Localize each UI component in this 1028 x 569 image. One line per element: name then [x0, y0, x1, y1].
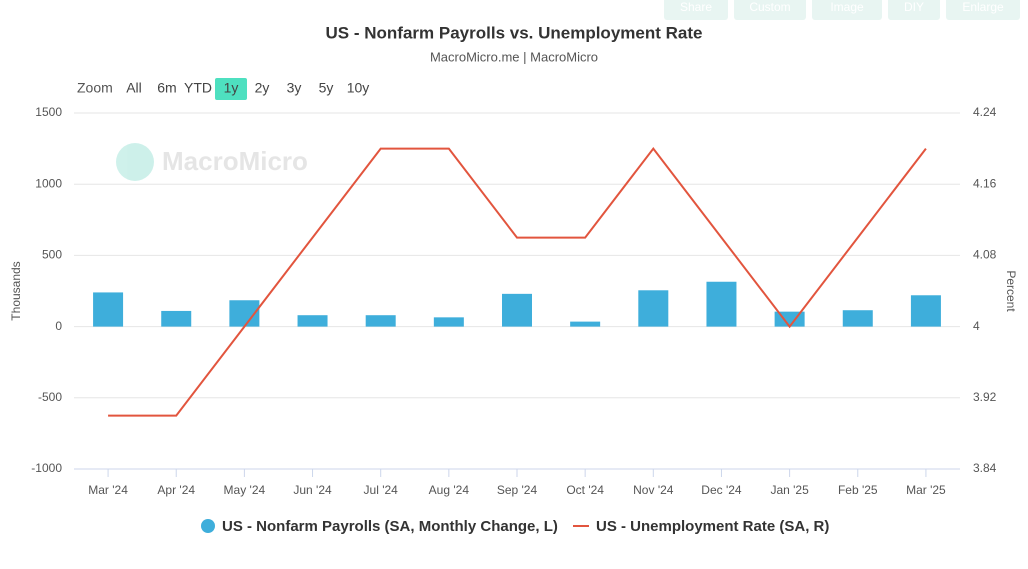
toolbar-button-label[interactable]: DIY — [904, 0, 924, 14]
line — [108, 146, 927, 417]
range-button[interactable]: 1y — [224, 80, 239, 96]
y-axis-title: Thousands — [9, 261, 23, 320]
y-tick-label: 1500 — [35, 105, 62, 119]
y2-tick-label: 4.24 — [973, 105, 997, 119]
y-tick-label: 500 — [42, 248, 62, 262]
y2-tick-label: 4 — [973, 319, 980, 333]
bar — [638, 290, 669, 327]
toolbar-button-label[interactable]: Share — [680, 0, 712, 14]
range-button[interactable]: 2y — [255, 80, 270, 96]
legend-label[interactable]: US - Unemployment Rate (SA, R) — [596, 518, 829, 535]
range-button-bg[interactable] — [215, 78, 247, 100]
watermark-icon — [116, 143, 154, 181]
range-button[interactable]: All — [126, 80, 142, 96]
x-tick-label: Sep '24 — [497, 483, 538, 497]
range-button[interactable]: YTD — [184, 80, 212, 96]
toolbar-button[interactable] — [946, 0, 1020, 20]
toolbar-button[interactable] — [888, 0, 940, 20]
bar — [433, 317, 464, 327]
x-tick-label: Jun '24 — [293, 483, 332, 497]
legend-symbol[interactable] — [201, 519, 215, 533]
zoom-label: Zoom — [77, 80, 113, 96]
toolbar-button[interactable] — [734, 0, 806, 20]
x-tick-label: Mar '25 — [906, 483, 946, 497]
y2-tick-label: 4.16 — [973, 176, 997, 190]
x-tick-label: Mar '24 — [88, 483, 128, 497]
y-tick-label: 1000 — [35, 176, 62, 190]
x-tick-label: Feb '25 — [838, 483, 878, 497]
y2-tick-label: 4.08 — [973, 248, 997, 262]
y2-axis-title: Percent — [1004, 270, 1018, 312]
y-tick-label: -1000 — [31, 461, 62, 475]
watermark-text: MacroMicro — [162, 146, 308, 176]
watermark: MacroMicro — [116, 143, 308, 181]
x-tick-label: May '24 — [224, 483, 266, 497]
bar — [297, 315, 328, 327]
x-tick-label: Jul '24 — [364, 483, 399, 497]
x-tick-label: Oct '24 — [566, 483, 604, 497]
range-button[interactable]: 6m — [157, 80, 176, 96]
toolbar-button[interactable] — [664, 0, 728, 20]
x-tick-label: Jan '25 — [770, 483, 809, 497]
bar — [502, 293, 532, 327]
x-tick-label: Nov '24 — [633, 483, 674, 497]
toolbar-button-label[interactable]: Enlarge — [962, 0, 1004, 14]
range-button[interactable]: 10y — [347, 80, 370, 96]
bar — [93, 292, 124, 327]
bar — [365, 315, 396, 327]
y-tick-label: 0 — [55, 319, 62, 333]
range-button[interactable]: 5y — [319, 80, 334, 96]
toolbar-button[interactable] — [812, 0, 882, 20]
toolbar-button-label[interactable]: Custom — [749, 0, 790, 14]
chart-subtitle: MacroMicro.me | MacroMicro — [430, 49, 598, 64]
x-tick-label: Apr '24 — [157, 483, 195, 497]
chart-title: US - Nonfarm Payrolls vs. Unemployment R… — [326, 23, 703, 42]
bar — [842, 310, 873, 327]
toolbar-button-label[interactable]: Image — [830, 0, 864, 14]
x-tick-label: Dec '24 — [701, 483, 742, 497]
legend-label[interactable]: US - Nonfarm Payrolls (SA, Monthly Chang… — [222, 518, 558, 535]
bar — [570, 321, 601, 327]
x-tick-label: Aug '24 — [429, 483, 470, 497]
bar — [161, 310, 192, 327]
bar — [706, 281, 737, 327]
y2-tick-label: 3.92 — [973, 390, 997, 404]
y-tick-label: -500 — [38, 390, 62, 404]
range-button[interactable]: 3y — [287, 80, 302, 96]
y2-tick-label: 3.84 — [973, 461, 997, 475]
bar — [910, 295, 941, 327]
